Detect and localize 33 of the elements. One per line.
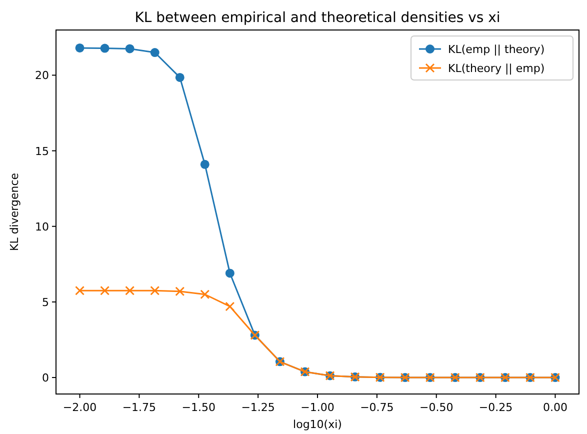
x-tick-label: −1.25 [241,401,275,414]
y-axis-title: KL divergence [8,172,21,252]
x-tick-label: −1.50 [182,401,216,414]
point [200,160,210,169]
legend-label: KL(theory || emp) [448,62,545,75]
y-tick-label: 15 [35,144,49,158]
point [150,286,160,296]
point [175,286,185,296]
point [125,286,135,296]
x-tick-label: −1.75 [122,401,156,414]
x-tick-label: −0.50 [420,401,454,414]
y-tick-label: 20 [35,69,49,82]
x-tick-label: −1.00 [300,401,334,414]
point [125,44,134,54]
x-axis-title: log10(xi) [293,418,342,431]
point [150,48,160,58]
point [175,72,184,82]
point [225,268,234,278]
y-tick-label: 0 [42,372,49,385]
point [75,286,85,296]
point [100,286,110,296]
chart-title: KL between empirical and theoretical densities vs xi [134,10,500,26]
y-tick-label: 10 [35,220,49,234]
x-tick-label: −0.25 [478,401,513,414]
point [200,290,210,300]
x-tick-label: −0.75 [360,401,394,414]
point [100,44,110,53]
legend-label: KL(emp || theory) [448,43,545,56]
x-tick-label: −2.00 [62,401,97,414]
point [225,302,235,312]
x-tick-label: 0.00 [542,401,568,414]
point [75,43,84,52]
y-tick-label: 5 [42,296,49,309]
